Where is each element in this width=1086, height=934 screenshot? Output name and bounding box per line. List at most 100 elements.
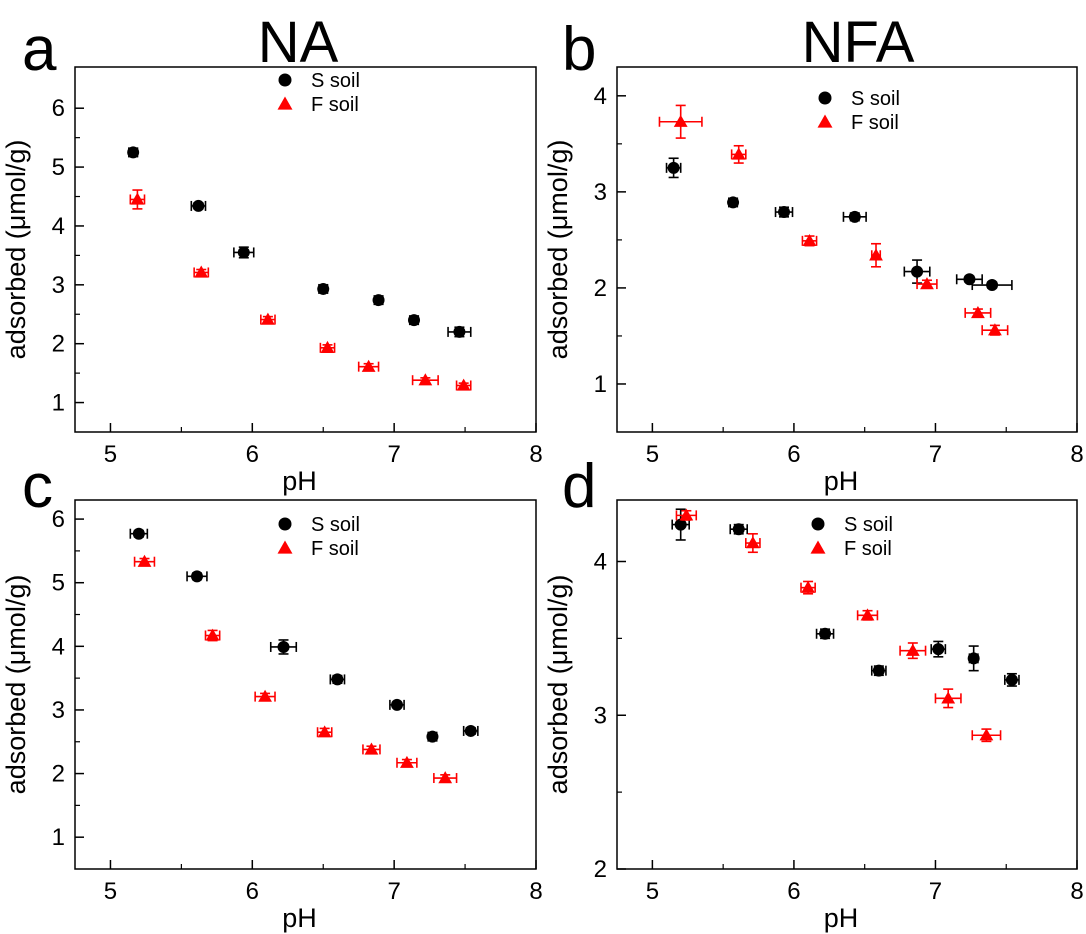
y-tick-label: 2 xyxy=(52,331,65,358)
s-soil-point xyxy=(426,730,439,743)
y-tick-label: 4 xyxy=(594,549,607,576)
s-soil-point xyxy=(911,265,924,278)
circle-legend-icon xyxy=(818,91,832,105)
triangle-legend-icon xyxy=(277,540,293,554)
x-tick-label: 8 xyxy=(1070,441,1083,468)
s-soil-point xyxy=(872,664,885,677)
legend-label: S soil xyxy=(311,70,360,92)
f-soil-point xyxy=(317,725,332,738)
f-soil-point xyxy=(869,248,883,261)
s-soil-point xyxy=(667,161,680,174)
y-tick-label: 2 xyxy=(594,275,607,302)
x-tick-label: 5 xyxy=(104,878,117,905)
s-soil-point xyxy=(778,206,791,219)
f-soil-point xyxy=(438,771,453,784)
x-tick-label: 5 xyxy=(104,441,117,468)
s-soil-point xyxy=(190,570,203,583)
plot-frame xyxy=(74,66,537,433)
panel-letter: b xyxy=(562,15,596,84)
f-soil-point xyxy=(941,691,956,704)
f-soil-point xyxy=(205,628,220,641)
y-tick-label: 1 xyxy=(594,371,607,398)
y-axis-label: adsorbed (μmol/g) xyxy=(543,575,573,795)
legend-label: F soil xyxy=(844,538,892,560)
x-tick-label: 7 xyxy=(387,441,400,468)
x-tick-label: 6 xyxy=(787,878,800,905)
y-tick-label: 5 xyxy=(52,570,65,597)
legend-label: S soil xyxy=(311,514,360,536)
x-tick-label: 8 xyxy=(529,878,542,905)
panel-letter: d xyxy=(562,452,596,521)
y-axis-label: adsorbed (μmol/g) xyxy=(1,140,31,360)
circle-legend-icon xyxy=(278,73,292,87)
x-tick-label: 7 xyxy=(387,878,400,905)
s-soil-point xyxy=(192,199,205,212)
f-soil-point xyxy=(400,755,414,768)
f-soil-point xyxy=(137,554,152,567)
y-axis-label: adsorbed (μmol/g) xyxy=(1,575,31,795)
x-tick-label: 6 xyxy=(246,441,259,468)
panel-title: NA xyxy=(258,10,339,75)
s-soil-point xyxy=(986,279,999,292)
f-soil-point xyxy=(258,689,272,702)
y-tick-label: 6 xyxy=(52,95,65,122)
f-soil-point xyxy=(679,508,694,521)
s-soil-point xyxy=(331,673,344,686)
x-tick-label: 6 xyxy=(246,878,259,905)
triangle-legend-icon xyxy=(810,540,826,554)
s-soil-point xyxy=(819,627,832,640)
f-soil-point xyxy=(194,265,209,278)
f-soil-point xyxy=(361,359,376,372)
f-soil-point xyxy=(971,305,985,319)
x-tick-label: 8 xyxy=(529,441,542,468)
s-soil-point xyxy=(732,523,745,536)
y-tick-label: 3 xyxy=(52,697,65,724)
f-soil-point xyxy=(456,378,471,391)
y-tick-label: 3 xyxy=(594,702,607,729)
f-soil-point xyxy=(860,608,875,621)
legend-label: S soil xyxy=(851,88,900,110)
circle-legend-icon xyxy=(811,517,825,531)
x-axis-label: pH xyxy=(282,466,317,496)
s-soil-point xyxy=(372,294,385,307)
f-soil-point xyxy=(920,277,934,290)
s-soil-point xyxy=(1005,673,1018,686)
triangle-legend-icon xyxy=(817,114,833,128)
s-soil-point xyxy=(727,196,740,209)
f-soil-point xyxy=(802,233,817,247)
f-soil-point xyxy=(130,192,145,205)
plot-frame xyxy=(74,499,537,870)
f-soil-point xyxy=(418,373,433,386)
panel-a: 5 6 7 8 1 2 3 4 5 6 pH adsorbed (μmol/g) a NAS soilF … xyxy=(1,10,543,496)
triangle-legend-icon xyxy=(277,96,293,110)
panel-letter: a xyxy=(22,15,57,84)
y-tick-label: 4 xyxy=(52,213,65,240)
plot-frame xyxy=(616,499,1078,870)
f-soil-point xyxy=(673,114,688,127)
s-soil-point xyxy=(132,527,145,540)
s-soil-point xyxy=(464,724,477,737)
y-tick-label: 6 xyxy=(52,506,65,533)
s-soil-point xyxy=(237,246,250,259)
f-soil-point xyxy=(801,580,815,593)
legend-label: F soil xyxy=(311,94,359,116)
f-soil-point xyxy=(988,323,1002,336)
x-tick-label: 5 xyxy=(646,878,659,905)
panel-title: NFA xyxy=(802,10,915,75)
x-tick-label: 8 xyxy=(1070,878,1083,905)
s-soil-point xyxy=(963,273,976,286)
y-axis-label: adsorbed (μmol/g) xyxy=(543,140,573,360)
f-soil-point xyxy=(905,643,920,656)
plot-frame xyxy=(616,66,1078,433)
y-tick-label: 5 xyxy=(52,154,65,181)
legend-label: F soil xyxy=(311,538,359,560)
circle-legend-icon xyxy=(278,517,292,531)
s-soil-point xyxy=(932,643,945,656)
y-tick-label: 1 xyxy=(52,824,65,851)
x-tick-label: 6 xyxy=(787,441,800,468)
x-axis-label: pH xyxy=(824,903,859,933)
y-tick-label: 4 xyxy=(52,633,65,660)
